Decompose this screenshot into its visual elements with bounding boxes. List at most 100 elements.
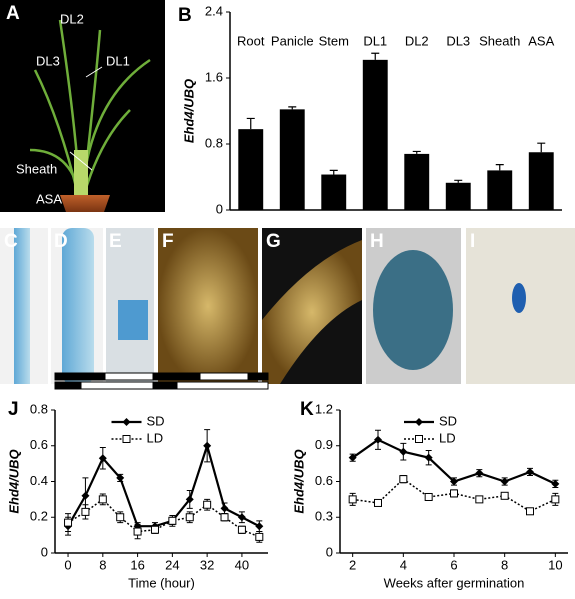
marker: [81, 507, 90, 516]
marker: [424, 492, 433, 501]
legend-marker: [122, 435, 131, 443]
marker: [374, 498, 382, 507]
x-tick-label: DL2: [405, 33, 429, 48]
y-tick-label: 0: [326, 544, 333, 559]
marker: [237, 525, 246, 534]
y-axis-label: Ehd4/UBQ: [181, 79, 196, 143]
photo-annotation: DL1: [106, 53, 130, 68]
panel-label: G: [266, 231, 281, 252]
marker: [526, 507, 534, 516]
marker: [526, 467, 534, 476]
marker: [64, 518, 73, 527]
x-tick-label: DL3: [446, 33, 470, 48]
marker: [551, 479, 560, 488]
marker: [255, 522, 264, 531]
bar: [487, 170, 513, 210]
marker: [475, 469, 484, 478]
photoperiod-bars: [54, 372, 269, 390]
marker: [116, 473, 125, 482]
error-bar: [329, 169, 338, 175]
error-bar: [371, 52, 380, 60]
y-axis-label: Ehd4/UBQ: [6, 449, 21, 513]
error-bar: [412, 150, 421, 154]
x-tick-label: 32: [200, 557, 214, 572]
x-tick-label: Panicle: [271, 33, 314, 48]
y-axis-label: Ehd4/UBQ: [291, 449, 306, 513]
series-line: [67, 498, 260, 538]
marker: [255, 532, 264, 541]
marker: [551, 495, 560, 504]
y-tick-label: 0.4: [30, 473, 48, 488]
marker: [81, 491, 90, 500]
y-tick-label: 0.9: [315, 437, 333, 452]
legend-label: SD: [147, 413, 165, 428]
y-tick-label: 0.8: [205, 135, 223, 150]
panel-label: E: [109, 231, 122, 252]
error-bar: [495, 164, 504, 171]
bar: [528, 152, 554, 210]
marker: [203, 441, 212, 450]
marker: [475, 495, 484, 504]
x-tick-label: 8: [99, 557, 106, 572]
legend-marker: [415, 418, 423, 426]
marker: [424, 453, 433, 462]
bar: [404, 153, 430, 210]
marker: [168, 516, 177, 525]
panel-label: D: [54, 231, 68, 252]
panel-label: I: [470, 231, 475, 252]
bar: [238, 129, 264, 210]
x-tick-label: 40: [235, 557, 249, 572]
marker: [133, 527, 142, 536]
y-tick-label: 0.3: [315, 509, 333, 524]
x-tick-label: 24: [165, 557, 179, 572]
marker: [237, 513, 246, 522]
x-tick-label: 4: [400, 557, 407, 572]
photo-a: A DL2 DL3 DL1 Sheath ASA: [0, 0, 165, 212]
marker: [348, 453, 357, 462]
panel-label: F: [162, 231, 174, 252]
marker: [185, 495, 194, 504]
y-tick-label: 0: [216, 201, 223, 216]
legend-label: SD: [439, 413, 457, 428]
x-tick-label: 8: [501, 557, 508, 572]
series-line: [67, 441, 260, 528]
y-tick-label: 0.6: [30, 437, 48, 452]
photo-annotation: Sheath: [16, 161, 57, 176]
x-axis-label: Time (hour): [128, 575, 195, 590]
photo-annotation: DL2: [60, 11, 84, 26]
bar: [362, 59, 388, 210]
marker: [399, 475, 408, 484]
x-tick-label: 0: [64, 557, 71, 572]
x-tick-label: 16: [130, 557, 144, 572]
marker: [203, 500, 212, 509]
series-line: [352, 438, 556, 485]
x-tick-label: Root: [237, 33, 265, 48]
panel-label: H: [370, 231, 384, 252]
x-tick-label: DL1: [363, 33, 387, 48]
error-bar: [288, 106, 297, 110]
panel-label: B: [178, 5, 192, 26]
y-tick-label: 0: [41, 544, 48, 559]
marker: [116, 513, 125, 522]
marker: [450, 489, 458, 498]
marker: [150, 525, 159, 534]
y-tick-label: 0.6: [315, 473, 333, 488]
photo-annotation: ASA: [36, 191, 62, 206]
marker: [348, 495, 357, 504]
marker: [399, 447, 408, 456]
x-tick-label: 2: [349, 557, 356, 572]
x-tick-label: Stem: [319, 33, 349, 48]
legend-marker: [415, 435, 423, 443]
x-tick-label: Sheath: [479, 33, 520, 48]
y-tick-label: 0.2: [30, 509, 48, 524]
legend-label: LD: [147, 430, 164, 445]
panel-label: K: [300, 399, 314, 420]
error-bar: [246, 117, 255, 130]
marker: [500, 477, 509, 486]
marker: [220, 504, 229, 513]
x-tick-label: 6: [450, 557, 457, 572]
x-tick-label: 10: [548, 557, 562, 572]
y-tick-label: 2.4: [205, 3, 223, 18]
error-bar: [454, 179, 463, 183]
y-tick-label: 1.6: [205, 69, 223, 84]
